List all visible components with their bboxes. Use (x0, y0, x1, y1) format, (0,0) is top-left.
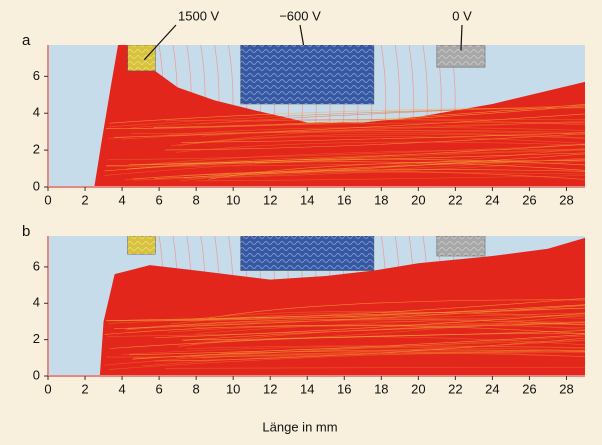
x-tick-label: 6 (155, 381, 162, 396)
page: {"chart_data": [ {"type": "trajectory", … (0, 0, 602, 445)
y-tick-label: 2 (33, 331, 40, 346)
annotation-leader (300, 25, 304, 45)
x-tick-label: 28 (559, 381, 573, 396)
x-tick-label: 18 (374, 381, 388, 396)
x-tick-label: 20 (411, 381, 425, 396)
x-tick-label: 10 (226, 192, 240, 207)
x-tick-label: 24 (485, 192, 499, 207)
electrode-texture (241, 236, 374, 271)
x-tick-label: 22 (448, 381, 462, 396)
x-tick-label: 12 (263, 381, 277, 396)
x-tick-label: 2 (81, 381, 88, 396)
x-tick-label: 16 (337, 192, 351, 207)
x-tick-label: 8 (193, 192, 200, 207)
electrode-texture (437, 236, 485, 256)
panel-label: a (22, 32, 31, 49)
x-tick-label: 16 (337, 381, 351, 396)
y-tick-label: 6 (33, 68, 40, 83)
y-tick-label: 0 (33, 178, 40, 193)
electrode-texture (128, 236, 156, 254)
plot-area (48, 43, 585, 187)
y-tick-label: 6 (33, 258, 40, 273)
x-tick-label: 28 (559, 192, 573, 207)
x-tick-label: 4 (118, 381, 125, 396)
annotation: 0 V (452, 8, 472, 23)
x-tick-label: 0 (44, 381, 51, 396)
annotation: −600 V (279, 8, 321, 23)
x-tick-label: 12 (263, 192, 277, 207)
x-tick-label: 2 (81, 192, 88, 207)
y-tick-label: 2 (33, 142, 40, 157)
y-tick-label: 4 (33, 295, 40, 310)
y-tick-label: 4 (33, 105, 40, 120)
x-tick-label: 10 (226, 381, 240, 396)
x-tick-label: 4 (118, 192, 125, 207)
annotation: 1500 V (178, 8, 220, 23)
x-tick-label: 6 (155, 192, 162, 207)
x-tick-label: 20 (411, 192, 425, 207)
panel-label: b (22, 223, 30, 240)
x-tick-label: 0 (44, 192, 51, 207)
x-tick-label: 22 (448, 192, 462, 207)
x-axis-label: Länge in mm (262, 419, 337, 434)
x-tick-label: 26 (522, 192, 536, 207)
x-tick-label: 14 (300, 192, 314, 207)
y-tick-label: 0 (33, 367, 40, 382)
x-tick-label: 24 (485, 381, 499, 396)
figure: 02468101214161820222426280246a1500 V−600… (0, 0, 602, 445)
electrode-texture (128, 45, 156, 71)
x-tick-label: 26 (522, 381, 536, 396)
electrode-texture (241, 45, 374, 104)
x-tick-label: 8 (193, 381, 200, 396)
plot-area (48, 236, 585, 376)
x-tick-label: 14 (300, 381, 314, 396)
x-tick-label: 18 (374, 192, 388, 207)
